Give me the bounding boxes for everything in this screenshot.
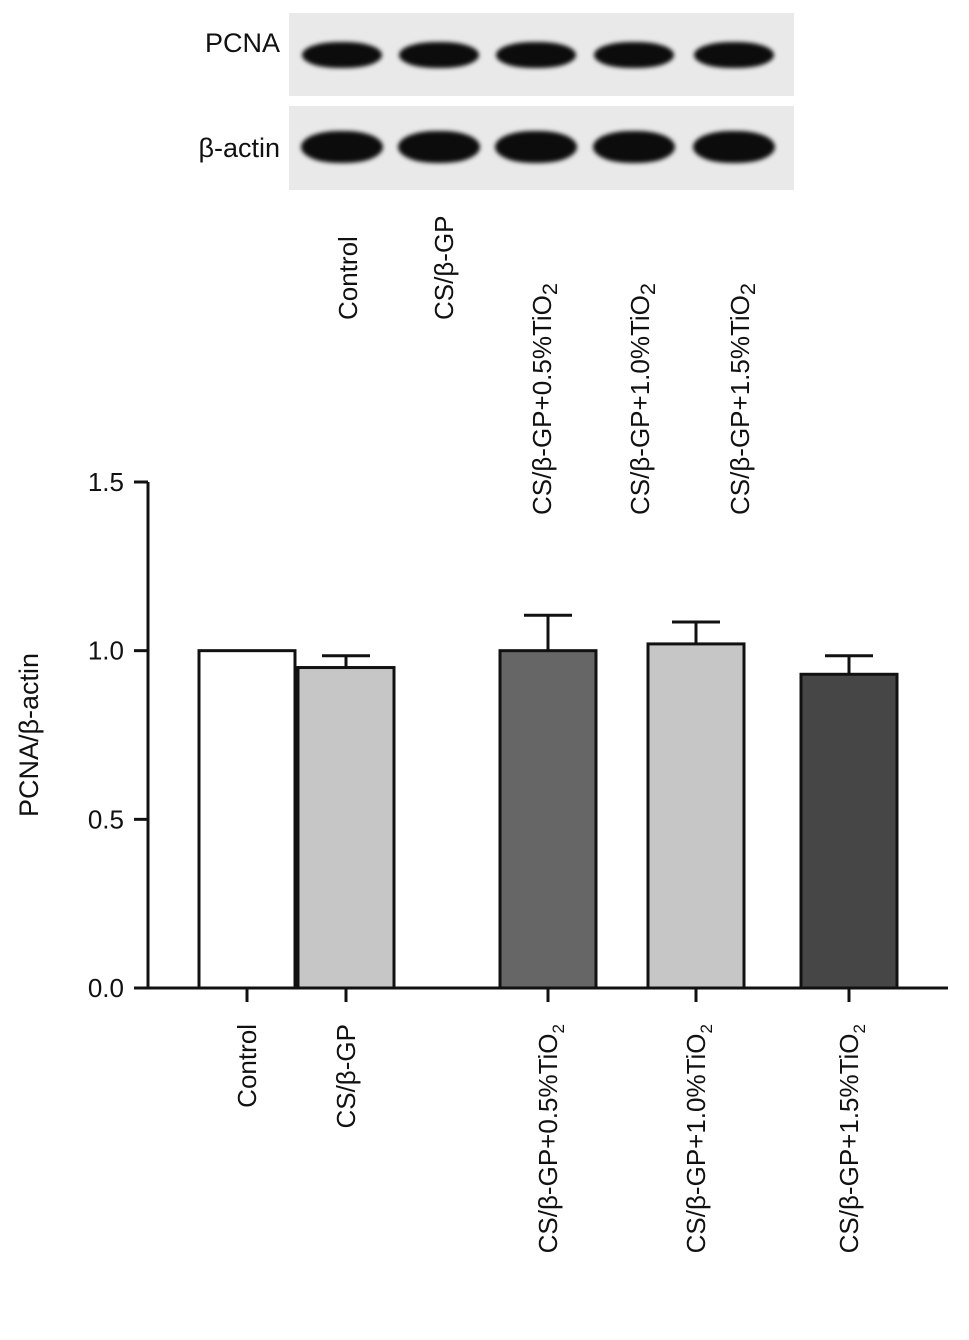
blot-band (694, 42, 774, 68)
bar (646, 642, 746, 990)
y-tick-label: 1.5 (88, 467, 124, 497)
bar (498, 649, 598, 990)
x-tick-label: Control (232, 1024, 262, 1108)
x-tick-label: CS/β-GP+1.0%TiO2 (681, 1024, 716, 1253)
blot-row-label-beta-actin: β-actin (198, 133, 280, 163)
blot-band (301, 131, 383, 163)
blot-band (593, 131, 675, 163)
blot-band (496, 42, 576, 68)
blot-band (302, 42, 382, 68)
x-tick-label: CS/β-GP+1.5%TiO2 (834, 1024, 869, 1253)
blot-strip-pcna (289, 13, 794, 96)
x-tick-label: CS/β-GP (331, 1024, 361, 1129)
y-axis-label: PCNA/β-actin (14, 653, 44, 817)
blot-band (399, 42, 479, 68)
y-tick-label: 1.0 (88, 636, 124, 666)
y-tick-label: 0.5 (88, 804, 124, 834)
bar (197, 649, 297, 990)
y-tick-label: 0.0 (88, 973, 124, 1003)
blot-lane-label: Control (333, 236, 363, 320)
blot-row-label-pcna: PCNA (204, 28, 280, 58)
x-tick-label: CS/β-GP+0.5%TiO2 (533, 1024, 568, 1253)
bar-chart: 0.0 0.5 1.0 1.5 PCNA/β-actin Control CS/β-GP CS… (14, 467, 948, 1253)
bar (296, 666, 396, 990)
western-blot-panel: PCNA β-actin Control CS/β-GP CS/β-GP+0.5… (0, 0, 969, 515)
blot-band (693, 131, 775, 163)
blot-band (495, 131, 577, 163)
blot-band (398, 131, 480, 163)
bar (799, 672, 899, 990)
blot-band (594, 42, 674, 68)
blot-strip-beta-actin (289, 106, 794, 190)
blot-lane-label: CS/β-GP (429, 215, 459, 320)
